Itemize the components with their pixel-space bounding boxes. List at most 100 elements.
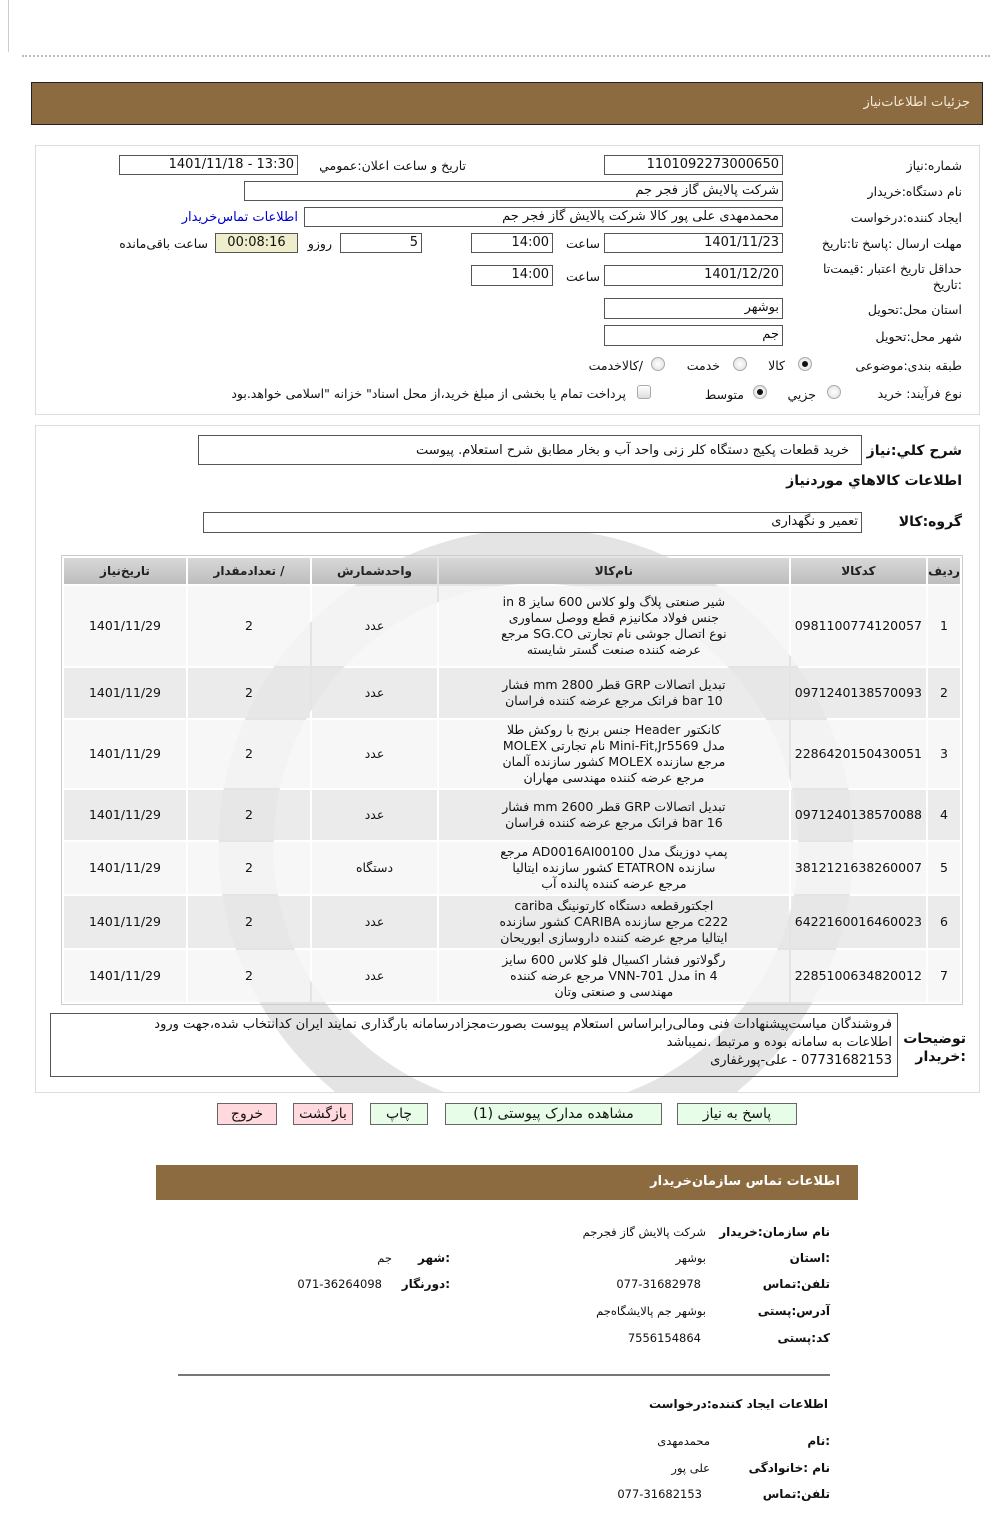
row-number: 4 (928, 790, 960, 840)
item-name: تبدیل اتصالات GRP قطر 2600 mm فشار 16 ba… (439, 790, 789, 840)
validity-label: حداقل تاریخ اعتبار :قیمت‌تا :تاریخ (822, 261, 962, 292)
col-date: تاریخ‌نیاز (64, 558, 186, 584)
contact-postal-label: کد:پستی (777, 1331, 830, 1345)
deadline-label: مهلت ارسال :پاسخ تا:تاریخ (821, 236, 962, 251)
item-code: 0971240138570093 (790, 668, 926, 718)
exit-button[interactable]: خروج (217, 1103, 277, 1125)
summary-label: شرح کلي:نیاز (866, 443, 962, 459)
table-row: 2 0971240138570093 تبدیل اتصالات GRP قطر 2… (64, 668, 960, 718)
table-row: 6 6422160016460023 اجکتورقطعه دستگاه کارتو… (64, 896, 960, 948)
need-number-field: 1101092273000650 (604, 155, 783, 175)
validity-hour-label: ساعت (565, 269, 600, 284)
item-name: کانکتور Header جنس برنج با روکش طلا مدل … (439, 720, 789, 788)
item-name: تبدیل اتصالات GRP قطر 2800 mm فشار 10 ba… (439, 668, 789, 718)
col-row: ردیف (928, 558, 960, 584)
summary-field: خرید قطعات پکیج دستگاه کلر زنی واحد آب و… (198, 435, 862, 465)
creator-phone: 077-31682153 (617, 1487, 702, 1501)
row-number: 2 (928, 668, 960, 718)
item-code: 6422160016460023 (790, 896, 926, 948)
process-option-medium: متوسط (704, 387, 744, 402)
item-qty: 2 (188, 842, 310, 894)
creator-family: علی پور (671, 1461, 710, 1475)
category-label: طبقه بندی:موضوعی (855, 358, 962, 373)
reply-button[interactable]: پاسخ به نیاز (677, 1103, 797, 1125)
creator-label: ایجاد کننده:درخواست (850, 210, 962, 225)
province-field: بوشهر (604, 298, 783, 319)
item-name: شیر صنعتی پلاگ ولو کلاس 600 سایز 8 in جن… (439, 586, 789, 666)
row-number: 1 (928, 586, 960, 666)
category-radio-goods-service[interactable] (651, 357, 665, 371)
item-qty: 2 (188, 586, 310, 666)
print-button[interactable]: چاپ (370, 1103, 428, 1125)
group-field: تعمیر و نگهداری (203, 512, 862, 533)
province-label: استان محل:تحویل (867, 302, 962, 317)
view-attachments-button[interactable]: مشاهده مدارک پیوستی (1) (445, 1103, 662, 1125)
creator-title: اطلاعات ایجاد کننده:درخواست (648, 1397, 828, 1411)
contact-city-label: :شهر (418, 1251, 450, 1265)
table-row: 7 2285100634820012 رگولاتور فشار اکسیال فل… (64, 950, 960, 1002)
left-edge-line (8, 0, 9, 52)
item-qty: 2 (188, 720, 310, 788)
item-name: پمپ دوزینگ مدل AD0016AI00100 مرجع سازنده… (439, 842, 789, 894)
item-qty: 2 (188, 790, 310, 840)
creator-field: محمدمهدی علی پور کالا شرکت پالایش گاز فج… (304, 207, 783, 227)
item-date: 1401/11/29 (64, 950, 186, 1002)
process-option-minor: جزیي (787, 387, 816, 402)
item-qty: 2 (188, 668, 310, 718)
contact-title: اطلاعات تماس سازمان‌خریدار (650, 1174, 840, 1189)
treasury-payment-checkbox[interactable] (637, 385, 651, 399)
contact-fax: 071-36264098 (297, 1277, 382, 1291)
goods-table: ردیف کدکالا نام‌کالا واحدشمارش / تعدادمق… (62, 556, 962, 1004)
item-qty: 2 (188, 950, 310, 1002)
city-label: شهر محل:تحویل (875, 329, 963, 344)
details-header-title: جزئیات اطلاعات‌نیاز (863, 95, 970, 110)
creator-family-label: نام :خانوادگی (748, 1461, 830, 1475)
item-date: 1401/11/29 (64, 790, 186, 840)
creator-name-label: :نام (807, 1434, 830, 1448)
item-unit: عدد (312, 790, 437, 840)
item-name: اجکتورقطعه دستگاه کارتونینگ cariba c222 … (439, 896, 789, 948)
table-row: 4 0971240138570088 تبدیل اتصالات GRP قطر 2… (64, 790, 960, 840)
item-qty: 2 (188, 896, 310, 948)
item-code: 0971240138570088 (790, 790, 926, 840)
validity-time-field: 14:00 (471, 265, 553, 286)
table-row: 5 3812121638260007 پمپ دوزینگ مدل AD0016AI… (64, 842, 960, 894)
item-code: 2285100634820012 (790, 950, 926, 1002)
creator-phone-label: تلفن:تماس (762, 1487, 830, 1501)
contact-province-label: :استان (789, 1251, 830, 1265)
item-unit: عدد (312, 896, 437, 948)
row-number: 7 (928, 950, 960, 1002)
col-qty: / تعدادمقدار (188, 558, 310, 584)
back-button[interactable]: بازگشت (293, 1103, 353, 1125)
category-option-goods: کالا (768, 358, 785, 373)
col-name: نام‌کالا (439, 558, 789, 584)
notes-label: توضیحات :خریدار (903, 1031, 966, 1065)
group-label: گروه:کالا (898, 514, 962, 530)
category-option-service: خدمت (686, 358, 720, 373)
contact-org: شرکت پالایش گاز فجرجم (582, 1225, 706, 1239)
days-label: روزو (307, 236, 332, 251)
remaining-timer: 00:08:16 (215, 233, 298, 253)
contact-city: جم (377, 1251, 392, 1265)
buyer-contact-link[interactable]: اطلاعات تماس‌خریدار (181, 210, 298, 225)
process-radio-medium[interactable] (753, 385, 767, 399)
deadline-time-field: 14:00 (471, 233, 553, 253)
category-radio-service[interactable] (733, 357, 747, 371)
notes-line: 07731682153 - علی-پورغفاری (710, 1053, 892, 1068)
category-radio-goods[interactable] (798, 357, 812, 371)
col-code: کدکالا (790, 558, 926, 584)
item-unit: عدد (312, 668, 437, 718)
process-radio-minor[interactable] (827, 385, 841, 399)
item-unit: عدد (312, 950, 437, 1002)
contact-org-label: نام سازمان:خریدار (719, 1225, 830, 1239)
row-number: 3 (928, 720, 960, 788)
category-option-goods-service: /کالاخدمت (588, 358, 643, 373)
item-date: 1401/11/29 (64, 586, 186, 666)
validity-date-field: 1401/12/20 (604, 265, 783, 286)
days-field: 5 (340, 233, 422, 253)
announce-label: تاریخ و ساعت اعلان:عمومي (319, 158, 466, 173)
contact-province: بوشهر (675, 1251, 706, 1265)
creator-name: محمدمهدی (657, 1434, 710, 1448)
announce-field: 1401/11/18 - 13:30 (119, 155, 298, 175)
contact-address: بوشهر جم پالایشگاه‌جم (596, 1304, 706, 1318)
